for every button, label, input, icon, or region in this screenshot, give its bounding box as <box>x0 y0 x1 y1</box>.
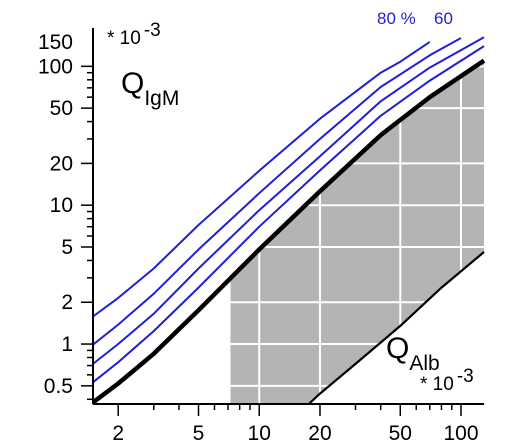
y-tick-label: 2 <box>61 291 73 314</box>
reference-curve <box>92 45 485 384</box>
bottom-mask <box>0 405 511 445</box>
x-tick-label: 50 <box>389 422 412 445</box>
curve-label: 80 % <box>377 9 416 28</box>
lower-limit-curve <box>308 251 485 405</box>
y-tick-label: 1 <box>61 333 73 356</box>
y-tick-label: 50 <box>50 97 73 120</box>
x-tick-label: 5 <box>193 422 205 445</box>
reference-curve <box>92 41 431 318</box>
y-tick-label: 10 <box>50 194 73 217</box>
x-axis-multiplier-label: * 10 -3 <box>420 366 474 395</box>
shaded-region <box>230 60 484 404</box>
y-tick-label: 5 <box>61 236 73 259</box>
y-tick-label: 0.5 <box>44 375 73 398</box>
y-axis-multiplier-label: * 10 -3 <box>107 20 161 49</box>
shaded-region-layer <box>230 60 484 404</box>
y-tick-label: 150 <box>38 31 73 54</box>
axes-layer <box>81 28 484 416</box>
x-tick-label: 20 <box>308 422 331 445</box>
reference-curve <box>92 37 462 346</box>
upper-limit-curve <box>91 58 486 405</box>
x-tick-label: 10 <box>248 422 271 445</box>
curve-label: 60 <box>434 9 453 28</box>
x-tick-label: 100 <box>443 422 478 445</box>
x-tick-label: 2 <box>112 422 124 445</box>
y-tick-label: 100 <box>38 55 73 78</box>
left-mask <box>0 0 92 445</box>
reference-curve <box>92 36 485 365</box>
x-axis-variable-label: QAlb <box>386 332 440 375</box>
y-axis-variable-label: QIgM <box>121 67 179 110</box>
y-tick-label: 20 <box>50 152 73 175</box>
